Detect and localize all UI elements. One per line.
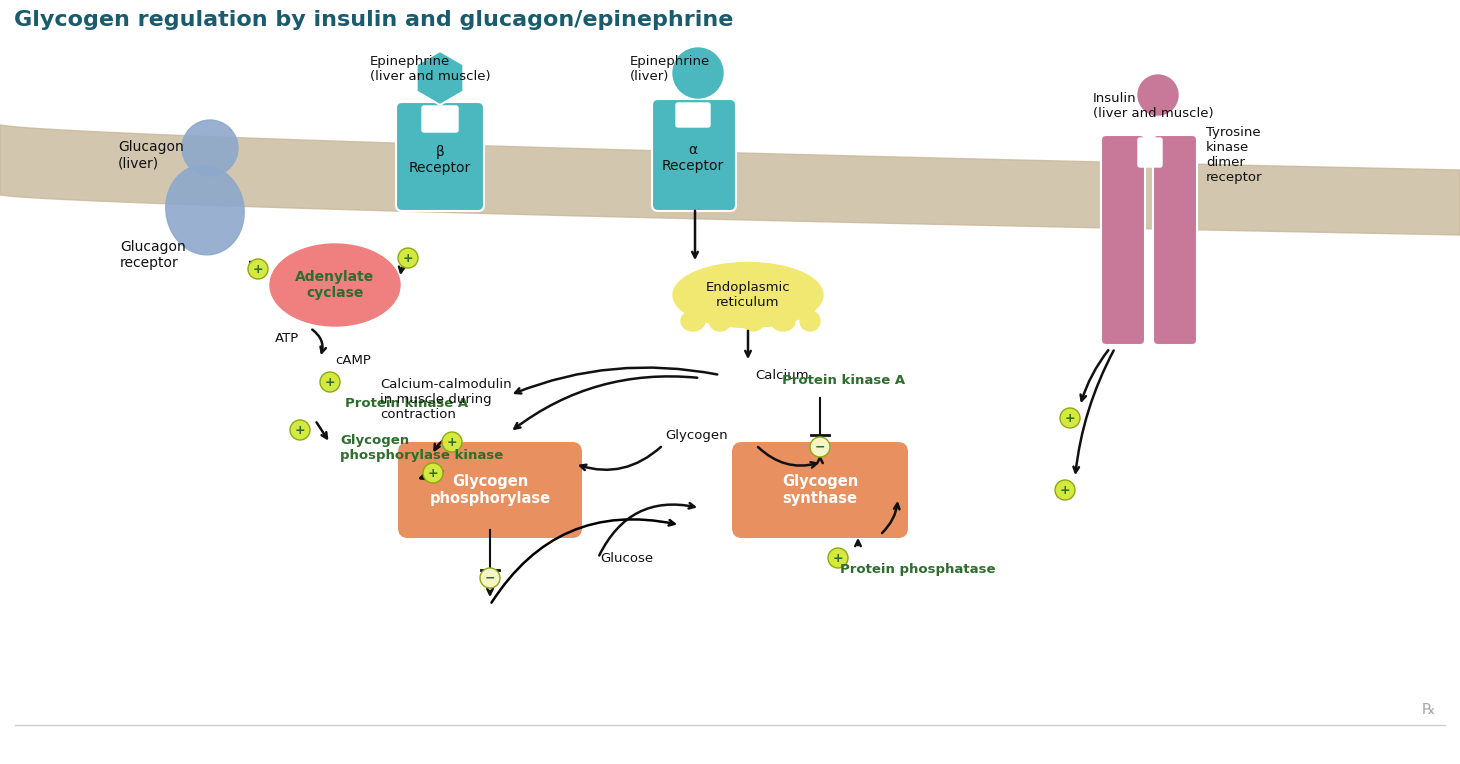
- Circle shape: [182, 120, 238, 176]
- Text: −: −: [485, 571, 495, 584]
- Circle shape: [480, 568, 499, 588]
- Text: α
Receptor: α Receptor: [661, 143, 724, 173]
- Text: −: −: [815, 441, 825, 454]
- Ellipse shape: [771, 311, 796, 331]
- Text: Glycogen regulation by insulin and glucagon/epinephrine: Glycogen regulation by insulin and gluca…: [15, 10, 733, 30]
- Text: Insulin
(liver and muscle): Insulin (liver and muscle): [1094, 92, 1213, 120]
- Text: +: +: [295, 423, 305, 436]
- Circle shape: [1056, 480, 1075, 500]
- Circle shape: [673, 48, 723, 98]
- Circle shape: [810, 437, 829, 457]
- Circle shape: [291, 420, 310, 440]
- Ellipse shape: [742, 311, 764, 331]
- Text: Protein kinase A: Protein kinase A: [345, 397, 469, 410]
- FancyBboxPatch shape: [399, 442, 583, 538]
- Polygon shape: [0, 125, 1460, 235]
- Text: cAMP: cAMP: [334, 354, 371, 367]
- Text: Protein kinase A: Protein kinase A: [783, 374, 905, 387]
- Ellipse shape: [270, 244, 400, 326]
- Ellipse shape: [800, 311, 821, 331]
- Text: Adenylate
cyclase: Adenylate cyclase: [295, 270, 375, 300]
- FancyBboxPatch shape: [1137, 138, 1162, 167]
- Ellipse shape: [673, 263, 823, 328]
- Text: Protein phosphatase: Protein phosphatase: [839, 564, 996, 577]
- Text: +: +: [253, 263, 263, 276]
- Text: +: +: [447, 435, 457, 448]
- Circle shape: [828, 548, 848, 568]
- Text: Endoplasmic
reticulum: Endoplasmic reticulum: [705, 281, 790, 309]
- Ellipse shape: [166, 165, 244, 255]
- Text: +: +: [428, 467, 438, 480]
- Text: Glycogen: Glycogen: [664, 429, 727, 442]
- Text: +: +: [324, 375, 336, 389]
- FancyBboxPatch shape: [422, 106, 458, 132]
- Text: Glycogen
synthase: Glycogen synthase: [783, 474, 858, 507]
- Text: ATP: ATP: [274, 332, 299, 345]
- Text: Glucose: Glucose: [600, 552, 653, 565]
- FancyBboxPatch shape: [653, 99, 736, 211]
- FancyBboxPatch shape: [1101, 135, 1145, 345]
- Circle shape: [320, 372, 340, 392]
- FancyBboxPatch shape: [396, 102, 485, 211]
- Text: Glycogen
phosphorylase: Glycogen phosphorylase: [429, 474, 550, 507]
- Circle shape: [248, 259, 269, 279]
- Text: +: +: [832, 552, 844, 565]
- Text: Tyrosine
kinase
dimer
receptor: Tyrosine kinase dimer receptor: [1206, 126, 1263, 184]
- Text: +: +: [403, 251, 413, 264]
- Text: Epinephrine
(liver): Epinephrine (liver): [631, 55, 710, 83]
- Text: Epinephrine
(liver and muscle): Epinephrine (liver and muscle): [369, 55, 491, 83]
- Circle shape: [399, 248, 418, 268]
- Text: Glucagon
receptor: Glucagon receptor: [120, 240, 185, 270]
- Text: Calcium: Calcium: [755, 368, 809, 381]
- Text: Calcium-calmodulin
in muscle during
contraction: Calcium-calmodulin in muscle during cont…: [380, 378, 511, 421]
- FancyBboxPatch shape: [676, 103, 710, 127]
- Text: Glucagon
(liver): Glucagon (liver): [118, 140, 184, 170]
- Text: β
Receptor: β Receptor: [409, 145, 472, 175]
- Ellipse shape: [710, 311, 731, 331]
- Ellipse shape: [680, 311, 705, 331]
- Text: +: +: [1064, 412, 1076, 425]
- Circle shape: [1137, 75, 1178, 115]
- Polygon shape: [416, 51, 463, 105]
- Circle shape: [1060, 408, 1080, 428]
- Text: Glycogen
phosphorylase kinase: Glycogen phosphorylase kinase: [340, 434, 504, 462]
- Circle shape: [442, 432, 461, 452]
- FancyBboxPatch shape: [731, 442, 908, 538]
- Circle shape: [423, 463, 442, 483]
- Text: +: +: [1060, 484, 1070, 497]
- Text: ℞: ℞: [1422, 702, 1435, 717]
- FancyBboxPatch shape: [1153, 135, 1197, 345]
